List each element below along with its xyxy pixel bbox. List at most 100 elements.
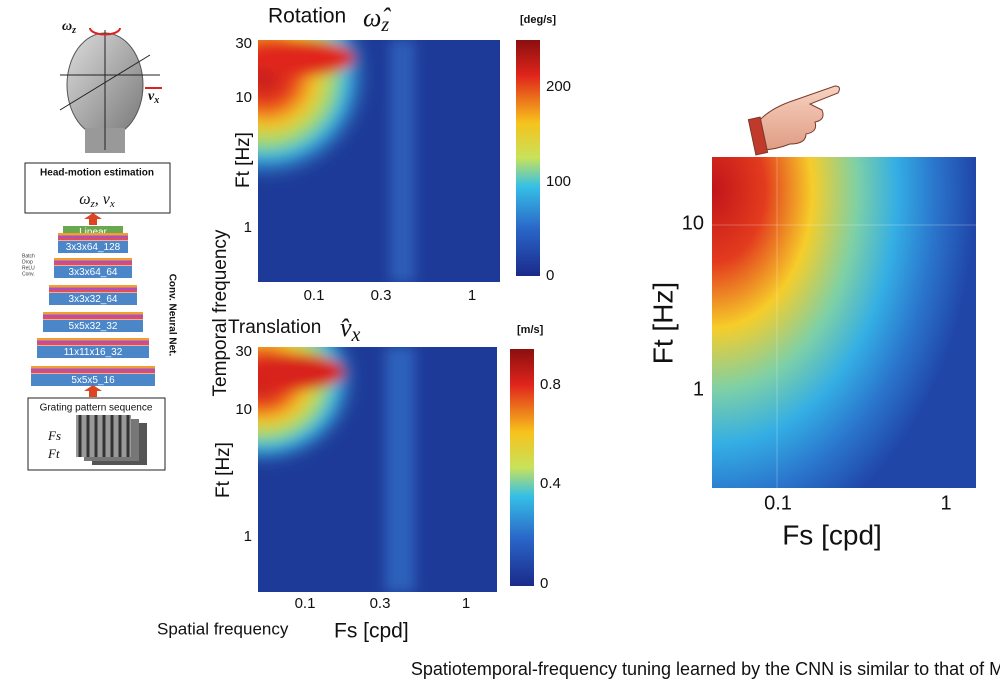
x-tick-label: 1: [940, 492, 951, 514]
layer-stripe: [31, 371, 155, 374]
estimation-output: ωz, vx: [79, 191, 115, 210]
layer-stripe: [54, 258, 132, 261]
colorbar: [516, 40, 540, 276]
layer-stripe: [58, 238, 128, 241]
colorbar-tick-label: 0: [546, 267, 554, 284]
panel-symbol: v̂x: [340, 313, 361, 346]
colorbar-tick-label: 0: [540, 575, 548, 592]
conv-layer: [31, 374, 155, 386]
x-tick-label: 0.3: [370, 595, 391, 612]
conv-layer: [58, 241, 128, 253]
panel-title: Rotation: [268, 5, 346, 28]
conv-layer: [54, 266, 132, 278]
x-tick-label: 1: [468, 287, 476, 304]
y-tick-label: 10: [235, 401, 252, 418]
panel-symbol: ω̂z: [363, 3, 391, 36]
heatmap: [258, 40, 500, 282]
caption: Spatiotemporal-frequency tuning learned …: [411, 659, 1000, 679]
subscript: x: [109, 198, 115, 210]
layer-stripe: [37, 340, 149, 343]
symbol: ω: [62, 19, 72, 34]
conv-layer: [43, 320, 143, 332]
layer-stripe: [37, 338, 149, 341]
layer-label: 3x3x64_128: [66, 242, 121, 253]
y-tick-label: 1: [244, 528, 252, 545]
side-label: Drop: [22, 259, 33, 265]
estimation-box: [24, 162, 171, 214]
layer-stripe: [43, 314, 143, 317]
subscript: z: [380, 14, 389, 36]
layer-stripe: [31, 366, 155, 369]
grating-stack: [76, 415, 147, 465]
x-tick-label: 0.3: [371, 287, 392, 304]
y-axis-label: Ft [Hz]: [213, 442, 234, 498]
y-tick-label: 30: [235, 343, 252, 360]
omega-label: ωz: [62, 19, 76, 36]
symbol: v̂: [340, 313, 352, 342]
network-label: Conv. Neural Net.: [166, 274, 177, 357]
subscript: z: [71, 25, 76, 36]
separator: ,: [95, 191, 103, 208]
panel-title: Translation: [228, 317, 321, 338]
subscript: z: [90, 198, 96, 210]
layer-label: Linear: [79, 227, 107, 238]
layer-stripe: [49, 285, 137, 288]
layer-stripe: [31, 368, 155, 371]
layer-stripe: [54, 263, 132, 266]
network: Linear 3x3x64_128 3x3x64_64 3x3x32_64 5x5x32…: [22, 226, 155, 386]
layer-label: 5x5x32_32: [69, 321, 118, 332]
conv-layer: [49, 293, 137, 305]
input-title: Grating pattern sequence: [40, 403, 153, 414]
x-tick-label: 0.1: [304, 287, 325, 304]
head-illustration: [59, 27, 162, 153]
colorbar-unit: [deg/s]: [520, 14, 556, 26]
layer-stripe: [49, 287, 137, 290]
pointing-hand: [747, 85, 840, 156]
heatmap: [712, 157, 976, 488]
arrow: [84, 385, 102, 397]
side-label: ReLU: [22, 265, 35, 271]
layer-stripe: [58, 233, 128, 236]
conv-layer: [37, 346, 149, 358]
y-tick-label: 1: [244, 219, 252, 236]
symbol: v: [103, 191, 111, 208]
shared-x-unit: Fs [cpd]: [334, 620, 409, 643]
shared-x-label: Spatial frequency: [157, 619, 289, 638]
layer-stripe: [37, 343, 149, 346]
linear-layer: [63, 226, 123, 237]
subscript: x: [351, 324, 361, 346]
colorbar-tick-label: 0.4: [540, 475, 561, 492]
colorbar-tick-label: 200: [546, 78, 571, 95]
layer-stripe: [43, 317, 143, 320]
arrow: [84, 213, 102, 225]
symbol: ω: [79, 191, 90, 208]
layer-label: 5x5x5_16: [71, 375, 115, 386]
colorbar: [510, 349, 534, 586]
shared-y-label: Temporal frequency: [210, 229, 231, 396]
y-tick-label: 10: [682, 212, 704, 234]
layer-stripe: [49, 290, 137, 293]
colorbar-tick-label: 100: [546, 173, 571, 190]
y-tick-label: 10: [235, 89, 252, 106]
layer-label: 11x11x16_32: [64, 347, 123, 358]
symbol: v: [148, 89, 155, 104]
layer-stripe: [54, 260, 132, 263]
y-tick-label: 30: [235, 35, 252, 52]
layer-label: 3x3x32_64: [69, 294, 118, 305]
heatmap: [258, 347, 497, 592]
x-tick-label: 1: [462, 595, 470, 612]
y-axis-label: Ft [Hz]: [233, 132, 254, 188]
side-label: Conv.: [22, 271, 35, 277]
ft-label: Ft: [47, 446, 60, 461]
side-label: Batch: [22, 253, 35, 259]
layer-stripe: [58, 235, 128, 238]
colorbar-tick-label: 0.8: [540, 376, 561, 393]
fs-label: Fs: [47, 428, 61, 443]
y-axis-label: Ft [Hz]: [647, 282, 678, 364]
x-tick-label: 0.1: [764, 492, 792, 514]
layer-label: 3x3x64_64: [69, 267, 118, 278]
subscript: x: [153, 95, 159, 106]
estimation-title: Head-motion estimation: [40, 168, 154, 179]
colorbar-unit: [m/s]: [517, 324, 544, 336]
